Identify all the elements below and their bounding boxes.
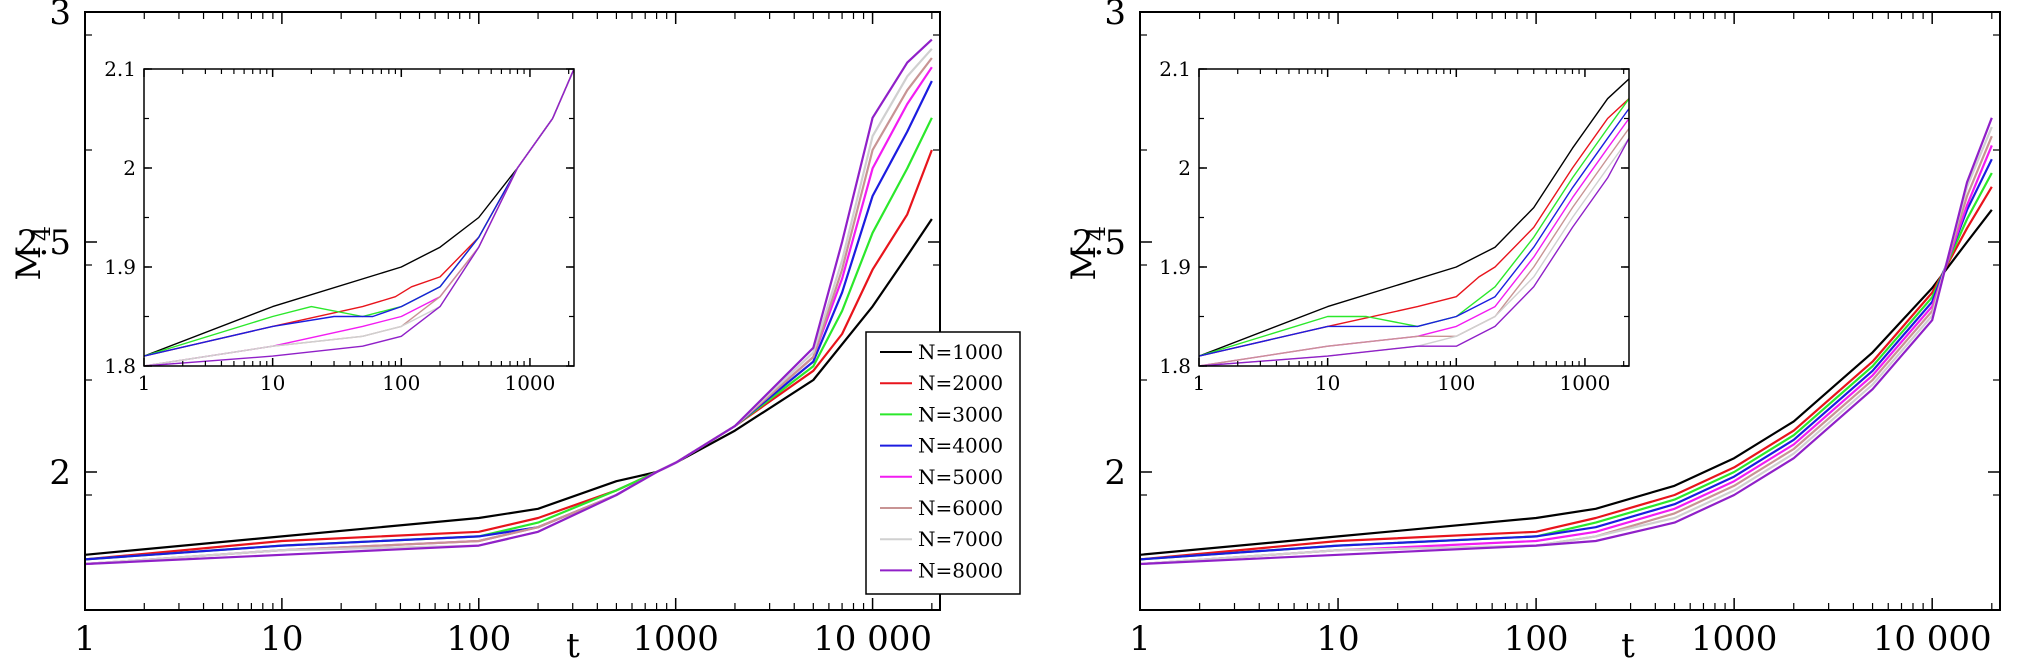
panel-left-inset-series-n-8000 [144,69,574,366]
panel-right-y-axis-title: M4 [1064,226,1111,281]
panel-right-inset-series-n-4000 [1199,108,1629,357]
panel-left-y-axis-title-text: M [9,246,49,281]
legend-entry: N=7000 [880,527,1003,551]
panel-right-inset-background [1199,69,1629,366]
panel-left-inset-series-group [144,69,574,366]
legend-entry: N=5000 [880,465,1003,489]
panel-right-y-axis-title-text: M [1064,246,1104,281]
panel-left-main-x-tick-label: 1 [74,619,96,659]
legend-entry: N=4000 [880,434,1003,458]
panel-left-main-y-tick-label: 2 [49,453,71,493]
panel-right-main-y-tick-label: 2 [1104,453,1126,493]
panel-left-main-x-tick-label: 10 [260,619,303,659]
legend-label: N=6000 [918,496,1003,520]
legend-label: N=5000 [918,465,1003,489]
legend-label: N=3000 [918,402,1003,426]
panel-left-main-x-tick-label: 1000 [632,619,719,659]
panel-right-main-x-tick-label: 1 [1129,619,1151,659]
panel-right-inset: 1 10 100 1000 1.8 1.9 2 2.1 [1159,57,1630,395]
panel-right-inset-x-tick-label: 10 [1315,371,1340,395]
panel-right-main-series-group [1140,117,1993,566]
panel-left-inset-y-tick-label: 1.8 [104,354,136,378]
panel-right-main-x-tick-label: 10 000 [1873,619,1992,659]
legend-entry: N=2000 [880,371,1003,395]
legend-label: N=1000 [918,340,1003,364]
legend-label: N=8000 [918,558,1003,582]
panel-right-inset-x-tick-label: 1 [1193,371,1206,395]
panel-right-inset-y-tick-label: 1.8 [1159,354,1191,378]
legend: N=1000 N=2000 N=3000 N=4000 N=5000 N=6000 N=70… [865,331,1021,595]
panel-left-main-x-tick-label: 100 [446,619,511,659]
panel-right-inset-y-tick-label: 2.1 [1159,57,1191,81]
panel-left-main-frame [84,11,941,611]
legend-label: N=4000 [918,434,1003,458]
panel-left-inset-y-tick-label: 1.9 [104,255,136,279]
legend-entry: N=8000 [880,558,1003,582]
panel-right-x-axis-title: t [1621,626,1635,661]
legend-entry: N=3000 [880,402,1003,426]
panel-right-main-y-tick-label: 2.5 [1072,223,1126,263]
panel-left-main-series-group [85,38,933,566]
panel-left-inset: 1 10 100 1000 1.8 1.9 2 2.1 [104,57,575,395]
panel-left-x-axis-title: t [566,626,580,661]
panel-left-main-series-n-8000 [85,38,933,566]
panel-left-main-x-tick-label: 10 000 [813,619,932,659]
panel-left-inset-x-tick-label: 1 [138,371,151,395]
panel-left-main-y-tick-label: 2.5 [17,223,71,263]
panel-left-inset-x-tick-label: 1000 [504,371,555,395]
panel-right-main-x-tick-label: 10 [1316,619,1359,659]
legend-box [865,331,1021,595]
legend-entry: N=6000 [880,496,1003,520]
legend-entry: N=1000 [880,340,1003,364]
panel-left-y-axis-title: M4 [9,226,56,281]
panel-right-inset-series-n-3000 [1199,98,1629,357]
panel-left-inset-x-tick-label: 100 [382,371,420,395]
panel-right-inset-series-group [1199,78,1629,366]
panel-left-y-axis-title-subscript: 4 [28,226,56,241]
panel-right-main-y-tick-label: 3 [1104,0,1126,33]
panel-left-inset-y-tick-label: 2 [123,156,136,180]
panel-right-main-series-n-8000 [1140,117,1993,566]
panel-left-main-y-tick-label: 3 [49,0,71,33]
legend-label: N=7000 [918,527,1003,551]
panel-right-main-x-tick-label: 100 [1504,619,1569,659]
panel-left-inset-x-tick-label: 10 [260,371,285,395]
panel-right-inset-series-n-1000 [1199,78,1629,357]
panel-right-inset-y-tick-label: 2 [1178,156,1191,180]
panel-right-inset-x-tick-label: 100 [1437,371,1475,395]
panel-right-inset-x-tick-label: 1000 [1559,371,1610,395]
panel-left-inset-y-tick-label: 2.1 [104,57,136,81]
panel-right-inset-series-n-8000 [1199,137,1629,366]
panel-right-y-axis-title-subscript: 4 [1083,226,1111,241]
panel-right-inset-y-tick-label: 1.9 [1159,255,1191,279]
panel-right-inset-series-n-2000 [1199,98,1629,357]
panel-left-inset-background [144,69,574,366]
panel-right-main-frame [1139,11,2001,611]
panel-right-main-x-tick-label: 1000 [1691,619,1778,659]
legend-label: N=2000 [918,371,1003,395]
